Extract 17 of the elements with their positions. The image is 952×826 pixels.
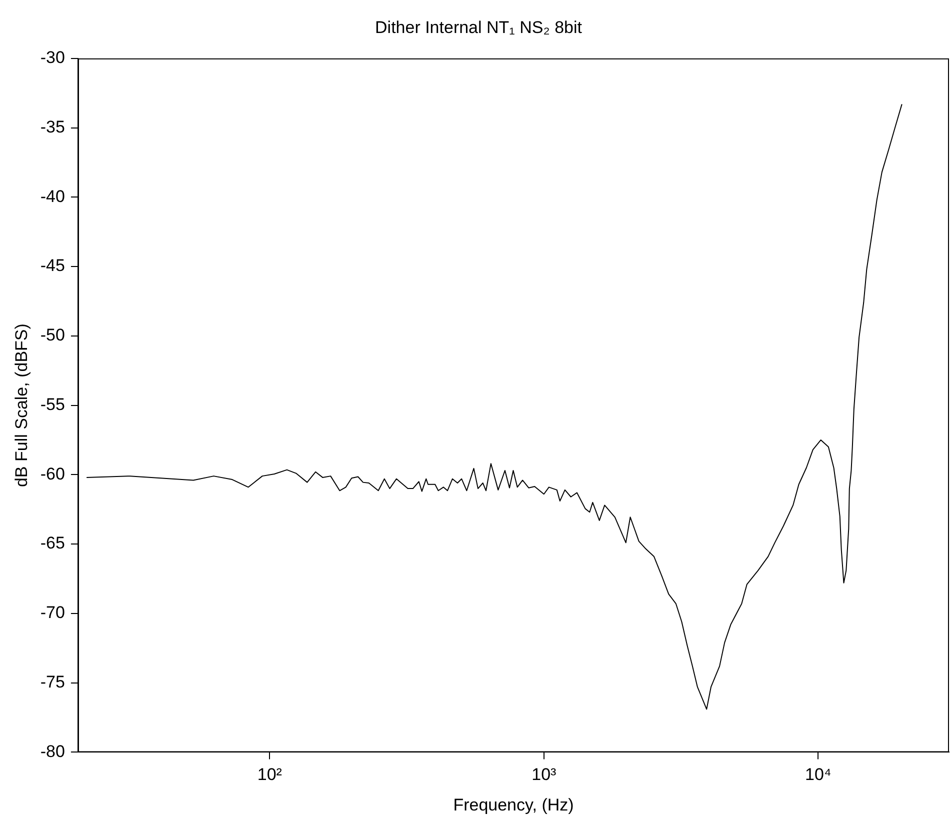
y-tick-label: -40: [40, 186, 65, 206]
y-tick-label: -75: [40, 672, 65, 692]
x-axis-title: Frequency, (Hz): [453, 795, 574, 814]
x-tick-label: 10²: [257, 765, 282, 784]
y-tick-label: -70: [40, 603, 65, 622]
x-tick-label: 10³: [532, 765, 557, 784]
y-tick-label: -45: [40, 256, 65, 276]
y-axis-title: dB Full Scale, (dBFS): [12, 324, 31, 488]
y-tick-label: -30: [40, 48, 65, 68]
y-tick-label: -50: [40, 326, 65, 345]
chart-title: Dither Internal NT₁ NS₂ 8bit: [375, 18, 582, 37]
y-tick-label: -55: [40, 394, 65, 414]
y-tick-label: -80: [40, 742, 65, 761]
y-tick-label: -60: [40, 464, 65, 484]
y-tick-label: -35: [40, 117, 65, 136]
y-tick-label: -65: [40, 534, 65, 553]
x-tick-label: 10⁴: [805, 765, 832, 784]
